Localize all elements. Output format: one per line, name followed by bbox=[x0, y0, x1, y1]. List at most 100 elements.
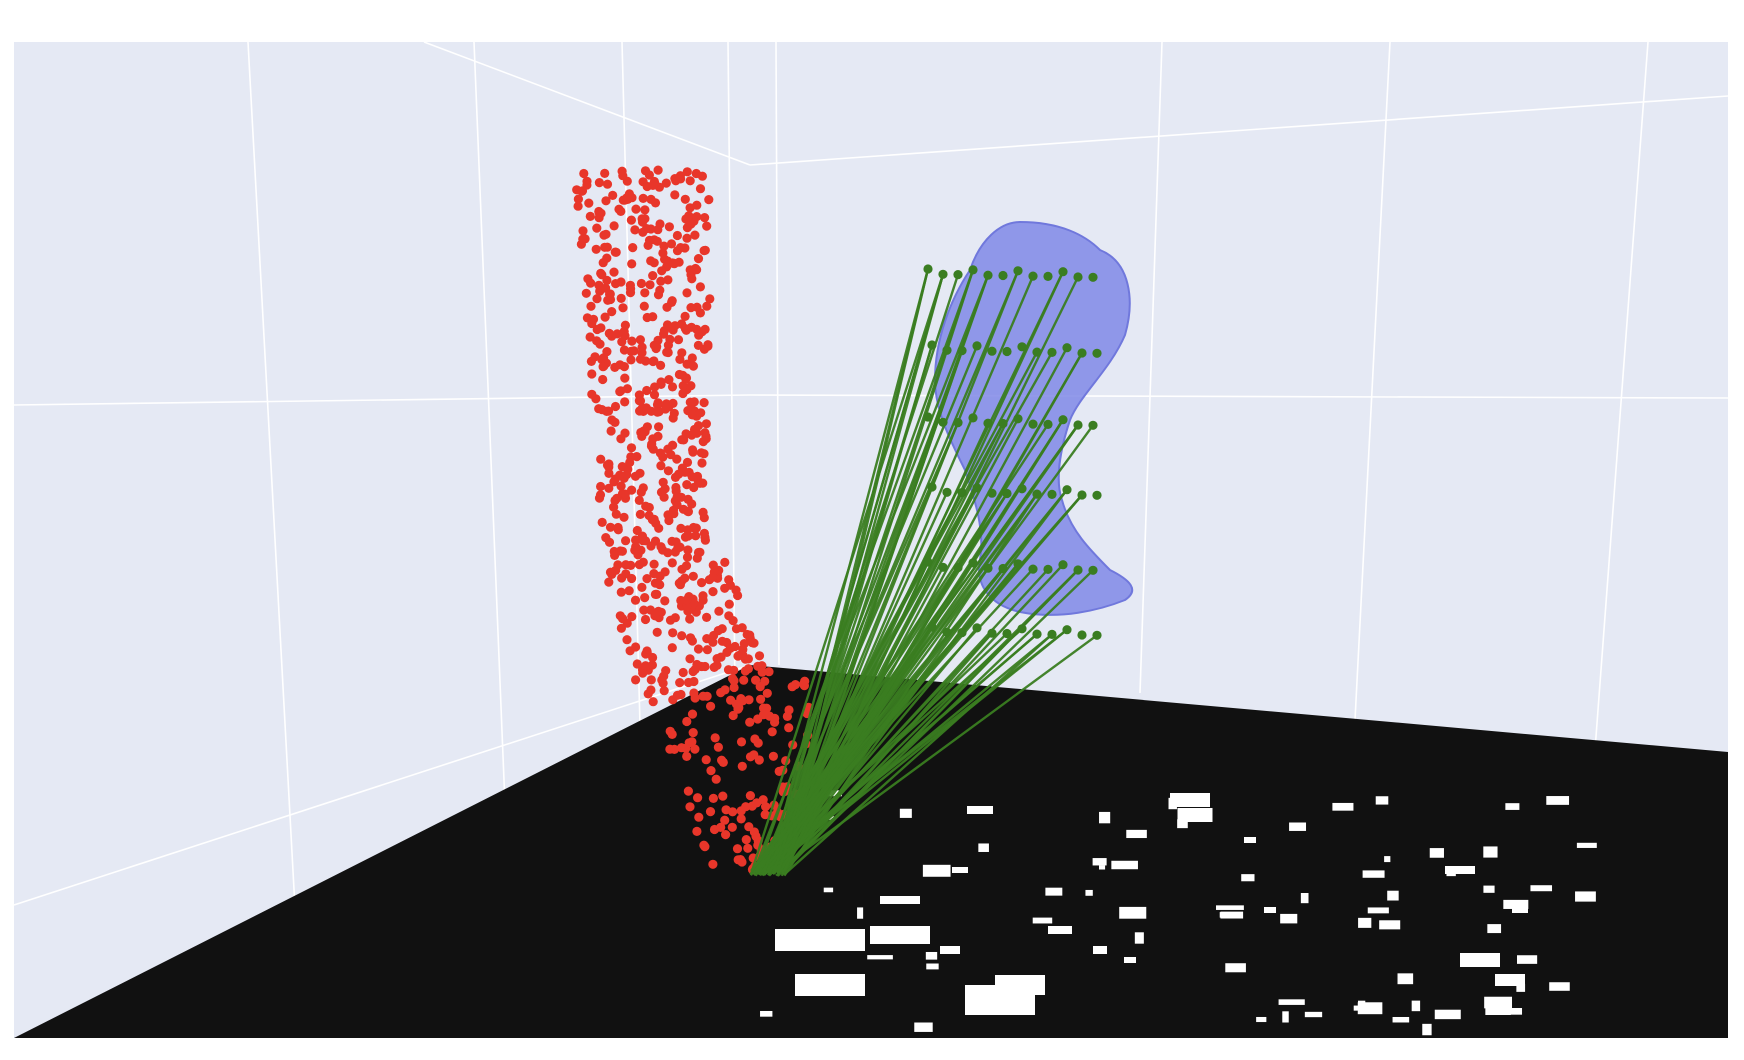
floor-blob bbox=[1445, 866, 1475, 874]
red-point bbox=[656, 542, 666, 552]
red-point bbox=[604, 328, 614, 338]
red-point bbox=[702, 301, 712, 311]
green-point bbox=[938, 562, 948, 572]
floor-blob bbox=[1379, 920, 1401, 930]
red-point bbox=[727, 822, 737, 832]
green-point bbox=[1002, 346, 1012, 357]
red-point bbox=[643, 689, 653, 699]
red-point bbox=[695, 282, 706, 292]
green-point bbox=[1028, 419, 1038, 429]
red-point bbox=[756, 694, 766, 704]
floor-blob bbox=[1429, 848, 1444, 858]
red-point bbox=[717, 624, 727, 634]
red-point bbox=[751, 831, 761, 842]
green-point bbox=[938, 417, 948, 427]
red-point bbox=[691, 523, 701, 533]
red-point bbox=[638, 668, 648, 678]
red-point bbox=[663, 340, 674, 350]
red-point bbox=[700, 213, 710, 223]
red-point bbox=[635, 509, 646, 519]
floor-blob bbox=[922, 864, 951, 877]
red-point bbox=[700, 661, 710, 672]
green-point bbox=[968, 558, 978, 568]
red-point bbox=[586, 278, 596, 288]
red-point bbox=[653, 398, 663, 408]
red-point bbox=[621, 536, 631, 546]
red-point bbox=[697, 458, 707, 468]
red-point bbox=[751, 675, 761, 685]
red-point bbox=[639, 301, 649, 311]
green-point bbox=[1028, 564, 1038, 574]
red-point bbox=[664, 222, 675, 232]
red-point bbox=[720, 815, 730, 825]
grid-line bbox=[727, 41, 736, 691]
green-point bbox=[1002, 488, 1012, 499]
green-grid-points[interactable] bbox=[923, 264, 1102, 640]
green-point bbox=[1047, 489, 1057, 499]
red-point bbox=[674, 257, 684, 267]
red-point bbox=[638, 227, 648, 237]
red-point bbox=[714, 606, 724, 616]
grid-line bbox=[775, 41, 780, 666]
floor-blob bbox=[1280, 913, 1298, 924]
red-point bbox=[702, 221, 712, 231]
floor-blob bbox=[1375, 796, 1389, 805]
red-point bbox=[659, 241, 669, 251]
red-point bbox=[737, 761, 747, 771]
green-point bbox=[998, 418, 1008, 429]
floor-blob bbox=[1119, 906, 1147, 919]
floor-blob bbox=[1111, 860, 1138, 870]
red-point bbox=[712, 660, 722, 671]
red-point bbox=[604, 462, 614, 472]
floor-blob bbox=[1503, 899, 1529, 909]
red-point bbox=[631, 204, 641, 214]
red-point bbox=[594, 206, 604, 217]
red-point bbox=[757, 667, 767, 677]
correspondence-line bbox=[766, 424, 1094, 871]
floor-blob bbox=[1134, 932, 1144, 944]
red-point bbox=[666, 239, 677, 249]
red-point bbox=[768, 751, 779, 761]
red-point bbox=[682, 233, 692, 243]
green-point bbox=[1043, 271, 1053, 281]
floor-blob bbox=[1045, 887, 1063, 896]
floor-blob bbox=[1357, 1002, 1383, 1015]
green-point bbox=[983, 270, 993, 280]
floor-blob bbox=[925, 951, 938, 960]
red-point bbox=[728, 674, 738, 684]
red-point bbox=[744, 695, 754, 705]
red-point bbox=[592, 223, 602, 233]
floor-blob bbox=[1392, 1016, 1410, 1023]
red-point bbox=[682, 751, 692, 762]
red-point bbox=[680, 532, 691, 542]
red-point bbox=[688, 445, 698, 455]
floor-blob bbox=[1099, 811, 1111, 824]
red-point bbox=[668, 628, 678, 638]
floor-blob bbox=[1282, 1011, 1289, 1023]
red-point bbox=[663, 275, 673, 285]
floor-blob bbox=[857, 907, 864, 919]
red-point bbox=[606, 426, 616, 436]
red-point bbox=[654, 422, 664, 432]
red-point bbox=[649, 235, 659, 245]
red-point bbox=[731, 699, 742, 709]
red-point bbox=[627, 336, 637, 346]
red-point bbox=[680, 311, 690, 321]
floor-blob bbox=[1487, 924, 1502, 934]
red-point bbox=[607, 307, 617, 317]
red-point bbox=[682, 288, 692, 298]
red-point bbox=[736, 737, 747, 747]
grid-line bbox=[621, 41, 641, 726]
red-point bbox=[650, 589, 661, 600]
red-point bbox=[634, 495, 644, 505]
green-point bbox=[987, 628, 997, 638]
floor-blob bbox=[1575, 891, 1596, 902]
red-point bbox=[601, 229, 611, 239]
floor-blob bbox=[1516, 983, 1526, 992]
red-point-cloud[interactable] bbox=[572, 165, 814, 875]
grid-line bbox=[247, 41, 301, 1001]
red-point bbox=[692, 471, 703, 481]
correspondence-lines[interactable] bbox=[749, 268, 1098, 877]
red-point bbox=[616, 206, 626, 216]
